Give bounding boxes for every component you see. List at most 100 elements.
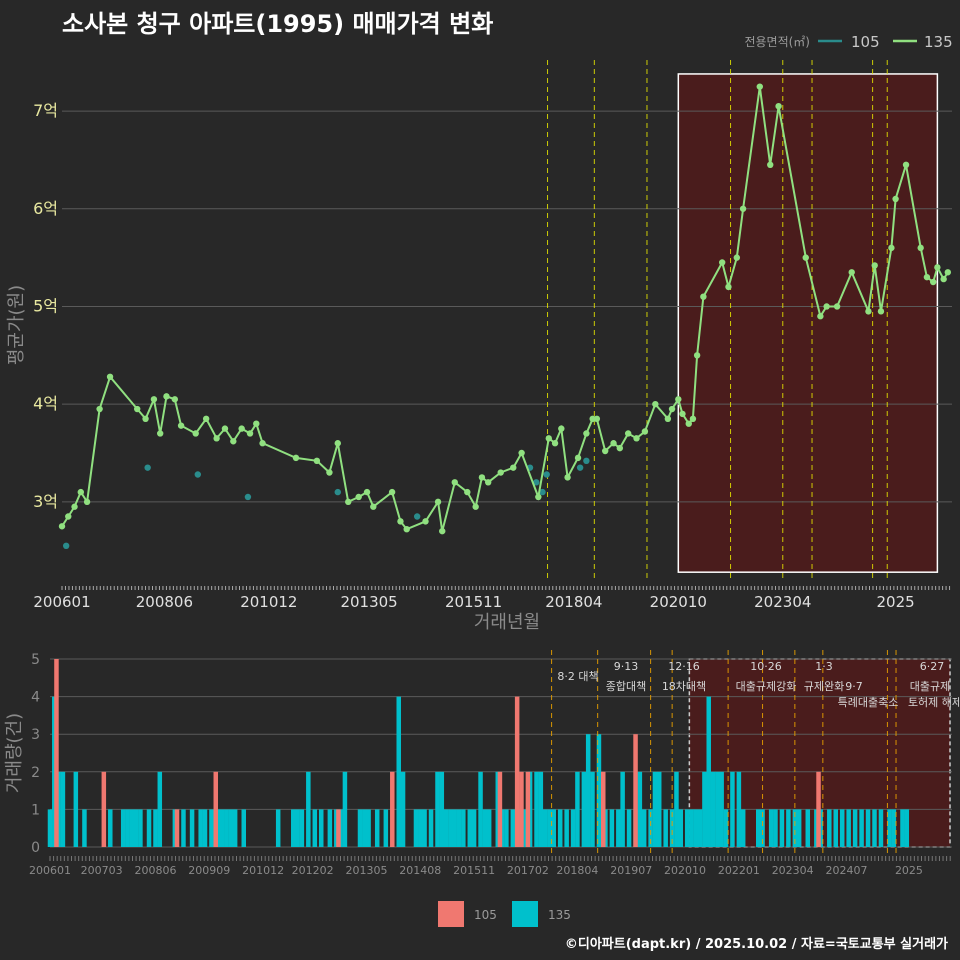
price-point-105 (244, 493, 252, 501)
price-point-135 (823, 303, 830, 310)
volume-bar-135 (366, 809, 371, 847)
price-point-135 (246, 430, 254, 437)
volume-annotation: 9·13 (614, 660, 639, 673)
price-point-105 (144, 464, 151, 471)
volume-x-tick: 2025 (895, 864, 923, 877)
volume-bar-135 (760, 809, 765, 847)
legend-label-135: 135 (924, 33, 953, 51)
volume-bar-135 (209, 809, 214, 847)
price-point-135 (71, 503, 78, 510)
volume-bar-105 (519, 771, 524, 847)
volume-bar-105 (816, 771, 821, 847)
price-x-tick: 201305 (340, 593, 397, 611)
price-point-135 (156, 430, 164, 437)
price-point-135 (817, 313, 824, 320)
price-point-105 (334, 488, 341, 496)
volume-y-axis-title: 거래량(건) (4, 713, 25, 793)
volume-x-tick: 200601 (29, 864, 71, 877)
price-x-tick: 202010 (650, 593, 707, 611)
volume-bar-135 (779, 809, 785, 847)
volume-bar-135 (82, 809, 87, 847)
volume-bar-135 (153, 809, 158, 847)
price-point-135 (888, 244, 895, 252)
volume-bar-135 (740, 809, 746, 847)
volume-bar-135 (872, 809, 877, 847)
volume-bar-135 (684, 809, 690, 847)
volume-bar-135 (439, 771, 445, 847)
volume-bar-135 (73, 771, 79, 847)
price-point-135 (593, 415, 601, 423)
price-y-tick: 7억 (33, 101, 58, 120)
volume-bar-135 (538, 771, 544, 847)
volume-bar-105 (601, 771, 606, 847)
volume-bar-135 (224, 809, 229, 847)
volume-bar-135 (674, 771, 679, 847)
volume-bar-135 (435, 771, 440, 847)
volume-bar-135 (189, 809, 195, 847)
volume-bar-135 (547, 809, 552, 847)
volume-bar-135 (478, 771, 483, 847)
volume-bar-135 (590, 771, 595, 847)
volume-bar-135 (452, 809, 457, 847)
price-point-135 (574, 454, 582, 462)
volume-bar-135 (198, 809, 203, 847)
price-point-135 (96, 405, 103, 413)
volume-bar-135 (852, 809, 858, 847)
volume-bar-135 (504, 809, 509, 847)
volume-annotation: 10·26 (750, 660, 782, 673)
volume-bar-135 (108, 809, 113, 847)
price-point-135 (65, 513, 72, 520)
volume-bar-135 (471, 809, 477, 847)
volume-bar-135 (585, 734, 591, 847)
price-point-135 (213, 435, 220, 442)
volume-bar-135 (295, 809, 300, 847)
volume-bar-135 (796, 809, 802, 847)
price-point-135 (601, 447, 609, 455)
volume-bar-105 (213, 771, 219, 847)
price-point-105 (583, 457, 590, 465)
volume-bar-135 (510, 809, 516, 847)
footer-credit: ©디아파트(dapt.kr) / 2025.10.02 / 자료=국토교통부 실… (564, 937, 948, 952)
price-y-tick: 5억 (33, 296, 58, 315)
volume-bar-135 (291, 809, 296, 847)
volume-bar-135 (846, 809, 851, 847)
volume-bar-135 (637, 771, 643, 847)
volume-bar-135 (723, 809, 729, 847)
price-x-tick: 201511 (445, 593, 502, 611)
volume-bar-135 (596, 734, 602, 847)
volume-bar-135 (609, 809, 615, 847)
price-x-tick: 201804 (545, 593, 602, 611)
price-point-135 (134, 405, 141, 413)
price-point-135 (902, 161, 910, 169)
volume-bar-135 (413, 809, 419, 847)
volume-legend-label-105: 105 (474, 908, 497, 922)
price-x-tick: 200806 (136, 593, 193, 611)
price-point-135 (693, 352, 701, 359)
volume-bar-135 (133, 809, 139, 847)
price-x-tick: 202304 (754, 593, 811, 611)
price-point-105 (533, 479, 540, 486)
volume-annotation: 12·16 (668, 660, 700, 673)
volume-annotation: 대출규제 (910, 680, 950, 693)
price-point-135 (689, 415, 697, 423)
volume-bar-135 (534, 771, 539, 847)
volume-bar-135 (693, 809, 699, 847)
volume-bar-135 (663, 809, 668, 847)
volume-bar-135 (241, 809, 246, 847)
volume-bar-135 (181, 809, 186, 847)
price-point-135 (865, 308, 872, 315)
volume-bar-135 (374, 809, 380, 847)
volume-bar-135 (557, 809, 563, 847)
price-point-135 (345, 498, 352, 506)
price-y-tick: 3억 (33, 492, 58, 511)
volume-bar-135 (736, 771, 742, 847)
volume-bar-135 (228, 809, 234, 847)
volume-annotation: 대출규제강화 (736, 680, 797, 693)
price-point-135 (334, 440, 341, 447)
price-point-135 (171, 396, 179, 403)
volume-x-tick: 201907 (610, 864, 652, 877)
volume-bar-135 (805, 809, 811, 847)
volume-bar-135 (620, 771, 625, 847)
volume-y-tick: 2 (31, 765, 40, 781)
price-x-axis-title: 거래년월 (474, 612, 540, 633)
